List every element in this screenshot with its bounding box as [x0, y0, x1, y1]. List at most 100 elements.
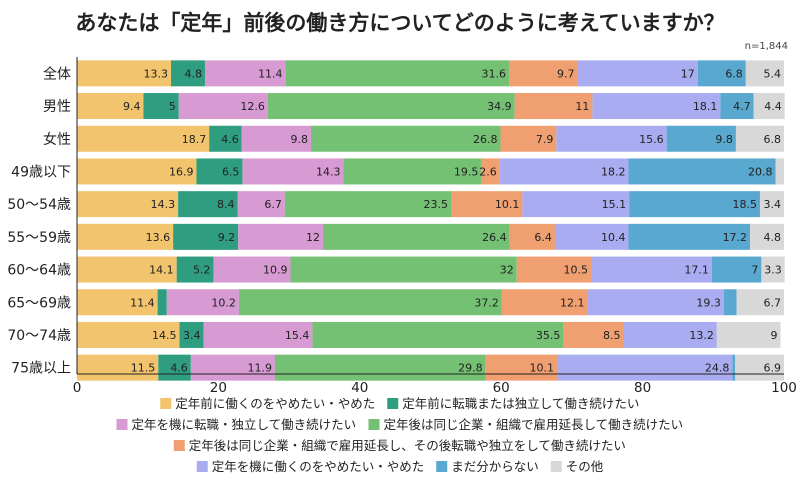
category-label: 男性: [43, 99, 71, 115]
bar-segment: [311, 125, 501, 152]
data-label: 17: [681, 67, 695, 80]
data-label: 14.3: [151, 198, 176, 211]
category-label: 全体: [43, 65, 71, 82]
bar-segment: [285, 60, 509, 87]
legend-label: 定年前に転職または独立して働き続けたい: [402, 396, 639, 411]
bar-segment: [323, 223, 510, 250]
bar-segment: [290, 256, 517, 283]
data-label: 6.8: [764, 133, 782, 146]
category-label: 65〜69歳: [7, 295, 71, 311]
data-label: 10.9: [263, 264, 288, 277]
data-label: 29.8: [458, 362, 483, 375]
bar-segment: [522, 191, 630, 218]
bar-segment: [451, 191, 523, 218]
data-label: 34.9: [487, 100, 512, 113]
data-label: 4.8: [764, 231, 782, 244]
bar-segment: [697, 60, 746, 87]
bar-segment: [628, 223, 751, 250]
legend-swatch: [196, 461, 208, 472]
bar-segment: [173, 223, 239, 250]
data-label: 4.8: [184, 67, 202, 80]
bar-segment: [736, 289, 784, 316]
bar-segment: [158, 354, 191, 381]
bar-segment: [238, 289, 502, 316]
data-label: 6.9: [764, 362, 782, 375]
bar-segment: [143, 93, 179, 120]
bar-segment: [77, 125, 210, 152]
data-label: 18.1: [693, 100, 718, 113]
bar-segment: [735, 125, 784, 152]
bar-segment: [77, 223, 174, 250]
data-label: 31.6: [481, 67, 506, 80]
data-label: 9.7: [557, 67, 575, 80]
data-label: 16.9: [169, 165, 194, 178]
x-tick-label: 60: [493, 380, 510, 396]
legend-swatch: [368, 419, 380, 430]
bar-segment: [592, 93, 721, 120]
bar-segment: [267, 93, 515, 120]
data-label: 10.5: [563, 264, 588, 277]
bar-segment: [623, 321, 717, 348]
bar-segment: [557, 354, 733, 381]
legend-swatch: [436, 461, 448, 472]
data-label: 17.1: [684, 264, 709, 277]
data-label: 6.4: [534, 231, 552, 244]
bar-segment: [629, 191, 760, 218]
bar-segment: [509, 223, 555, 250]
data-label: 11.5: [131, 362, 156, 375]
bar-segment: [190, 354, 275, 381]
data-label: 13.3: [144, 67, 169, 80]
legend-label: 定年を機に働くのをやめたい・やめた: [212, 459, 425, 474]
bar-segment: [666, 125, 736, 152]
data-label: 35.5: [536, 329, 561, 342]
data-label: 8.4: [217, 198, 235, 211]
bar-segment: [237, 191, 285, 218]
data-label: 5.4: [764, 67, 782, 80]
data-label: 10.1: [495, 198, 520, 211]
data-label: 26.8: [473, 133, 498, 146]
bar-segment: [312, 321, 564, 348]
bar-segment: [753, 93, 785, 120]
bar-segment: [203, 321, 313, 348]
data-label: 4.7: [733, 100, 751, 113]
data-label: 17.2: [723, 231, 748, 244]
data-label: 4.6: [221, 133, 239, 146]
data-label: 19.5: [454, 165, 479, 178]
category-label: 60〜64歳: [7, 263, 71, 279]
x-tick-label: 40: [351, 380, 368, 396]
data-label: 6.5: [222, 165, 240, 178]
data-label: 9.2: [218, 231, 236, 244]
data-label: 6.7: [764, 296, 782, 309]
legend-label: その他: [566, 459, 604, 474]
category-label: 75歳以上: [11, 361, 71, 377]
bar-segment: [77, 158, 197, 185]
data-label: 5: [169, 100, 176, 113]
legend-swatch: [116, 419, 128, 430]
bar-segment: [759, 191, 784, 218]
bar-segment: [563, 321, 624, 348]
bar-segment: [499, 158, 629, 185]
data-label: 10.1: [530, 362, 555, 375]
data-label: 19.3: [696, 296, 721, 309]
bar-segment: [485, 354, 558, 381]
data-label: 12.6: [240, 100, 265, 113]
bar-segment: [775, 158, 784, 185]
legend-label: 定年後は同じ企業・組織で雇用延長し、その後転職や独立をして働き続けたい: [189, 438, 626, 453]
legend-label: まだ分からない: [451, 459, 539, 474]
data-label: 7.9: [536, 133, 554, 146]
chart-title: あなたは「定年」前後の働き方についてどのように考えていますか？: [75, 11, 724, 35]
bar-segment: [77, 354, 159, 381]
data-label: 23.5: [424, 198, 449, 211]
bar-segment: [501, 289, 588, 316]
data-label: 14.3: [316, 165, 341, 178]
data-label: 18.2: [601, 165, 626, 178]
data-label: 2.6: [479, 165, 497, 178]
bar-segment: [213, 256, 291, 283]
data-label: 32: [500, 264, 514, 277]
bar-segment: [196, 158, 243, 185]
bar-segment: [508, 60, 578, 87]
bar-segment: [209, 125, 242, 152]
bar-segment: [204, 60, 286, 87]
